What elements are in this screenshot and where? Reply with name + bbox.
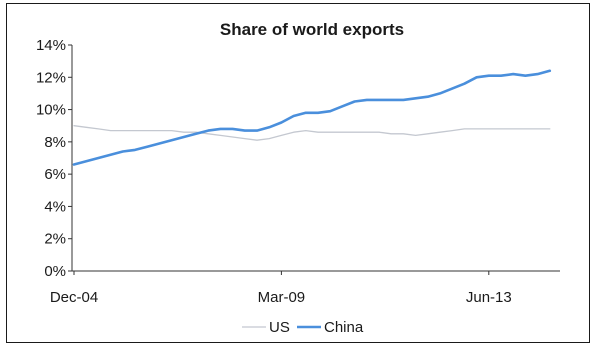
- y-tick-label: 12%: [36, 69, 66, 86]
- chart-legend: US China: [242, 319, 364, 336]
- legend-label-us: US: [269, 319, 290, 336]
- y-tick-label: 8%: [44, 134, 66, 151]
- y-tick-label: 10%: [36, 102, 66, 119]
- y-tick-label: 14%: [36, 37, 66, 54]
- y-tick-label: 2%: [44, 231, 66, 248]
- x-tick-label: Dec-04: [50, 289, 98, 306]
- x-tick-label: Mar-09: [258, 289, 306, 306]
- y-tick-label: 6%: [44, 166, 66, 183]
- y-tick-label: 4%: [44, 198, 66, 215]
- chart-frame: [6, 3, 590, 343]
- y-tick-label: 0%: [44, 263, 66, 280]
- chart-title: Share of world exports: [220, 20, 404, 39]
- x-tick-label: Jun-13: [466, 289, 512, 306]
- series-line-china: [72, 69, 552, 166]
- series-line-us: [73, 125, 551, 141]
- legend-label-china: China: [324, 319, 364, 336]
- chart-axes: 0% 2% 4% 6% 8% 10% 12% 14% Dec-04 Mar-09 Jun-13: [36, 37, 560, 306]
- chart-series: [72, 69, 552, 166]
